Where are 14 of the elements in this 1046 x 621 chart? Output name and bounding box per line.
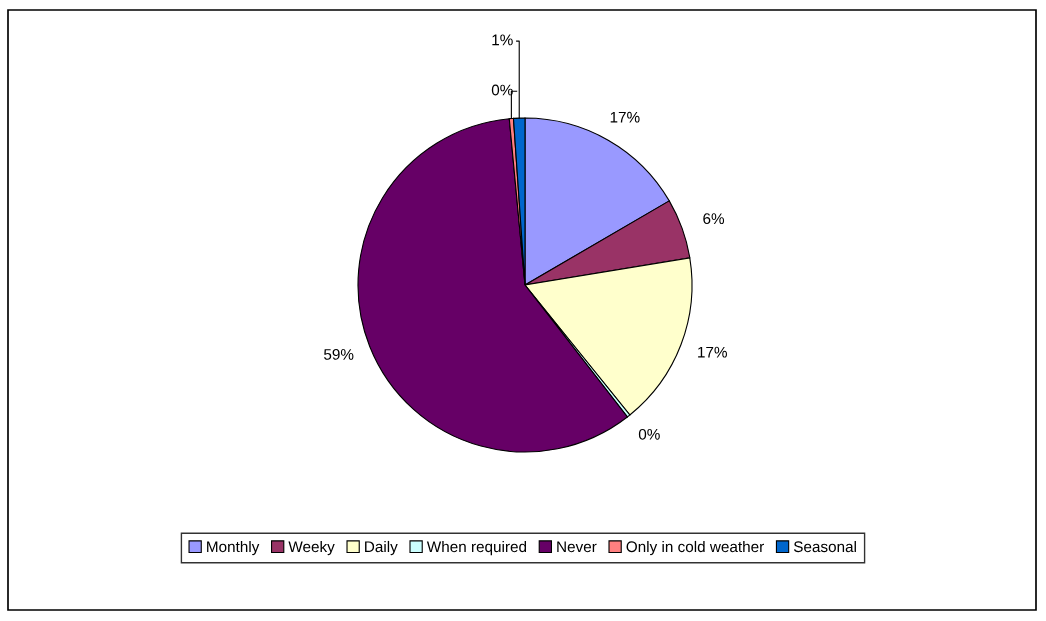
data-label: 17% [610,111,640,123]
data-label: 59% [324,348,354,360]
data-label: 0% [491,84,513,96]
legend-label: When required [426,540,527,556]
data-label: 6% [703,213,725,225]
legend-label: Only in cold weather [626,540,764,556]
data-label: 0% [638,428,660,440]
legend-label: Never [557,541,597,553]
legend-label: Monthly [207,540,260,556]
data-label: 17% [698,346,727,358]
data-label: 1% [492,34,513,46]
legend-label: Weeky [288,540,335,556]
legend-label: Daily [365,540,398,556]
legend-label: Seasonal [793,540,856,553]
